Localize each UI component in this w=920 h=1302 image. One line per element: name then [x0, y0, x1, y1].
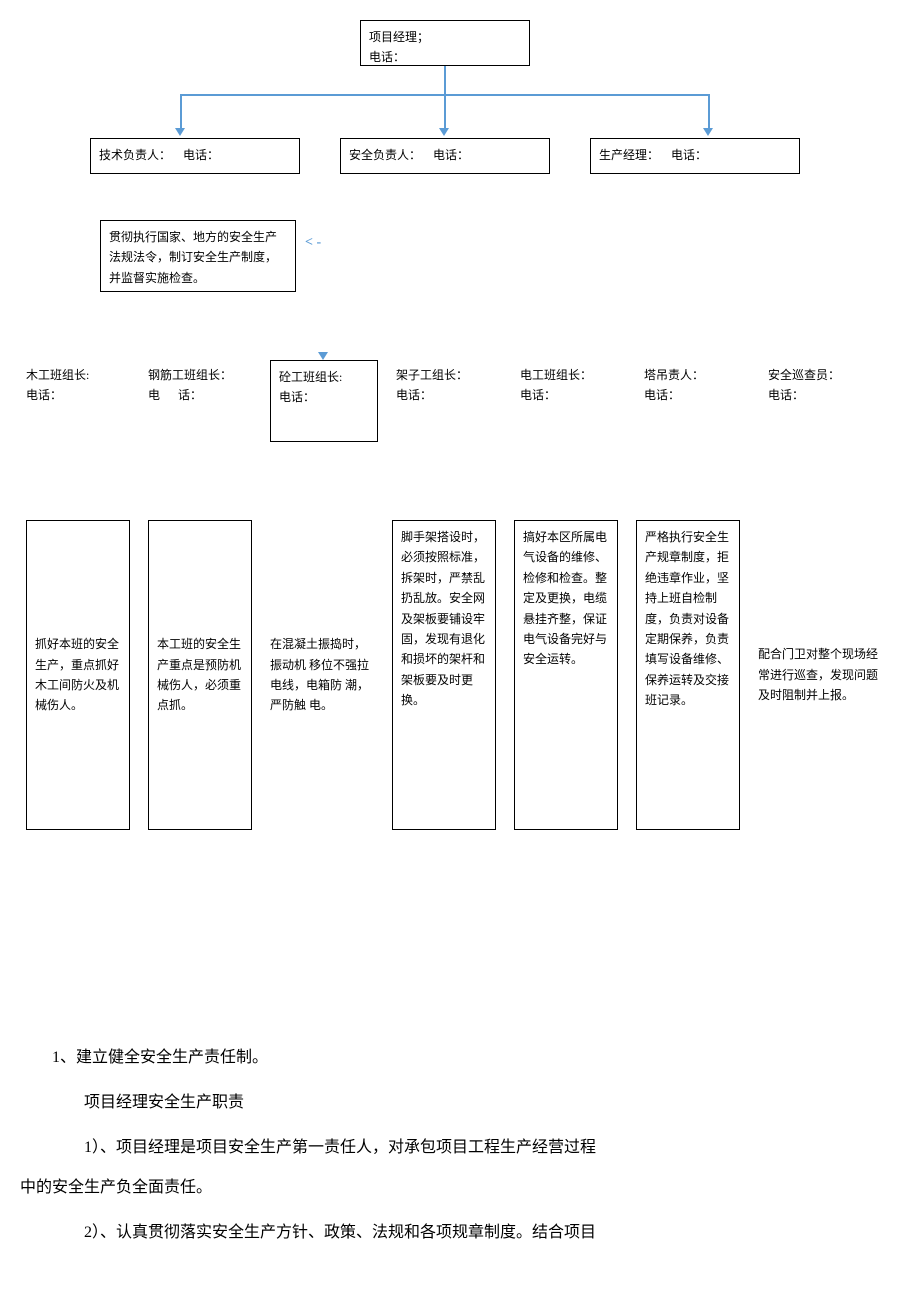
role-phone: 电话：: [396, 385, 504, 405]
node-prod-manager: 生产经理： 电话：: [590, 138, 800, 174]
role-rebar: 钢筋工班组长： 电 话：: [148, 365, 256, 406]
duty-text: 脚手架搭设时，必须按照标准，拆架时，严禁乱扔乱放。安全网及架板要铺设牢固，发现有…: [401, 530, 485, 707]
role-scaffold: 架子工组长： 电话：: [396, 365, 504, 406]
duty-text: 搞好本区所属电气设备的维修、检修和检查。整定及更换，电缆悬挂齐整，保证电气设备完…: [523, 530, 607, 666]
role-title: 塔吊责人：: [644, 365, 752, 385]
role-electrician: 电工班组长： 电话：: [520, 365, 628, 406]
para-1: 1、建立健全安全生产责任制。: [20, 1040, 900, 1075]
para-3b: 中的安全生产负全面责任。: [20, 1170, 900, 1205]
role-woodwork: 木工班组长: 电话：: [26, 365, 134, 406]
duty-text: 抓好本班的安全生产，重点抓好木工间防火及机械伤人。: [35, 634, 121, 716]
duty-text: 严格执行安全生产规章制度，拒绝违章作业，坚持上班自检制度，负责对设备定期保养，负…: [645, 530, 729, 707]
pm-line1: 项目经理；: [369, 27, 521, 47]
role-phone: 电 话：: [148, 385, 256, 405]
role-phone: 电话：: [520, 385, 628, 405]
role-phone: 电话：: [26, 385, 134, 405]
duty-woodwork: 抓好本班的安全生产，重点抓好木工间防火及机械伤人。: [26, 520, 130, 830]
duty-electric: 搞好本区所属电气设备的维修、检修和检查。整定及更换，电缆悬挂齐整，保证电气设备完…: [514, 520, 618, 830]
role-title: 木工班组长:: [26, 365, 134, 385]
duty-concrete: 在混凝土振捣时，振动机 移位不强拉 电线，电箱防 潮，严防触 电。: [270, 520, 374, 830]
para-4: 2）、认真贯彻落实安全生产方针、政策、法规和各项规章制度。结合项目: [20, 1215, 900, 1250]
connector: [444, 94, 446, 130]
prod-role: 生产经理：: [599, 148, 659, 162]
arrow-down-icon: [318, 352, 328, 360]
arrow-down-icon: [703, 128, 713, 136]
role-title: 架子工组长：: [396, 365, 504, 385]
role-title: 砼工班组长:: [279, 367, 369, 387]
prod-phone: 电话：: [671, 148, 707, 162]
safety-phone: 电话：: [433, 148, 469, 162]
duty-scaffold: 脚手架搭设时，必须按照标准，拆架时，严禁乱扔乱放。安全网及架板要铺设牢固，发现有…: [392, 520, 496, 830]
node-policy: 贯彻执行国家、地方的安全生产法规法令，制订安全生产制度，并监督实施检查。: [100, 220, 296, 292]
tech-role: 技术负责人：: [99, 148, 171, 162]
role-phone: 电话：: [644, 385, 752, 405]
role-crane: 塔吊责人： 电话：: [644, 365, 752, 406]
connector: [708, 94, 710, 130]
role-title: 钢筋工班组长：: [148, 365, 256, 385]
connector: [444, 66, 446, 94]
safety-role: 安全负责人：: [349, 148, 421, 162]
role-concrete: 砼工班组长: 电话：: [270, 360, 378, 442]
role-title: 安全巡查员：: [768, 365, 876, 385]
pm-line2: 电话：: [369, 47, 521, 67]
duty-text: 本工班的安全生产重点是预防机械伤人，必须重点抓。: [157, 634, 243, 716]
para-3a: 1）、项目经理是项目安全生产第一责任人，对承包项目工程生产经营过程: [20, 1130, 900, 1165]
duty-text: 在混凝土振捣时，振动机 移位不强拉 电线，电箱防 潮，严防触 电。: [270, 634, 374, 716]
document-body: 1、建立健全安全生产责任制。 项目经理安全生产职责 1）、项目经理是项目安全生产…: [20, 1040, 900, 1250]
arrow-down-icon: [439, 128, 449, 136]
connector: [180, 94, 182, 130]
para-2: 项目经理安全生产职责: [20, 1085, 900, 1120]
arrow-down-icon: [175, 128, 185, 136]
tech-phone: 电话：: [183, 148, 219, 162]
role-inspector: 安全巡查员： 电话：: [768, 365, 876, 406]
role-phone: 电话：: [279, 387, 369, 407]
node-project-manager: 项目经理； 电话：: [360, 20, 530, 66]
dash-arrow-icon: < -: [305, 235, 321, 251]
node-safety-lead: 安全负责人： 电话：: [340, 138, 550, 174]
role-phone: 电话：: [768, 385, 876, 405]
role-title: 电工班组长：: [520, 365, 628, 385]
duty-text: 配合门卫对整个现场经常进行巡查，发现问题及时阻制并上报。: [758, 644, 878, 705]
policy-text: 贯彻执行国家、地方的安全生产法规法令，制订安全生产制度，并监督实施检查。: [109, 230, 277, 285]
node-tech-lead: 技术负责人： 电话：: [90, 138, 300, 174]
duty-rebar: 本工班的安全生产重点是预防机械伤人，必须重点抓。: [148, 520, 252, 830]
duty-crane: 严格执行安全生产规章制度，拒绝违章作业，坚持上班自检制度，负责对设备定期保养，负…: [636, 520, 740, 830]
duty-inspector: 配合门卫对整个现场经常进行巡查，发现问题及时阻制并上报。: [758, 520, 878, 830]
